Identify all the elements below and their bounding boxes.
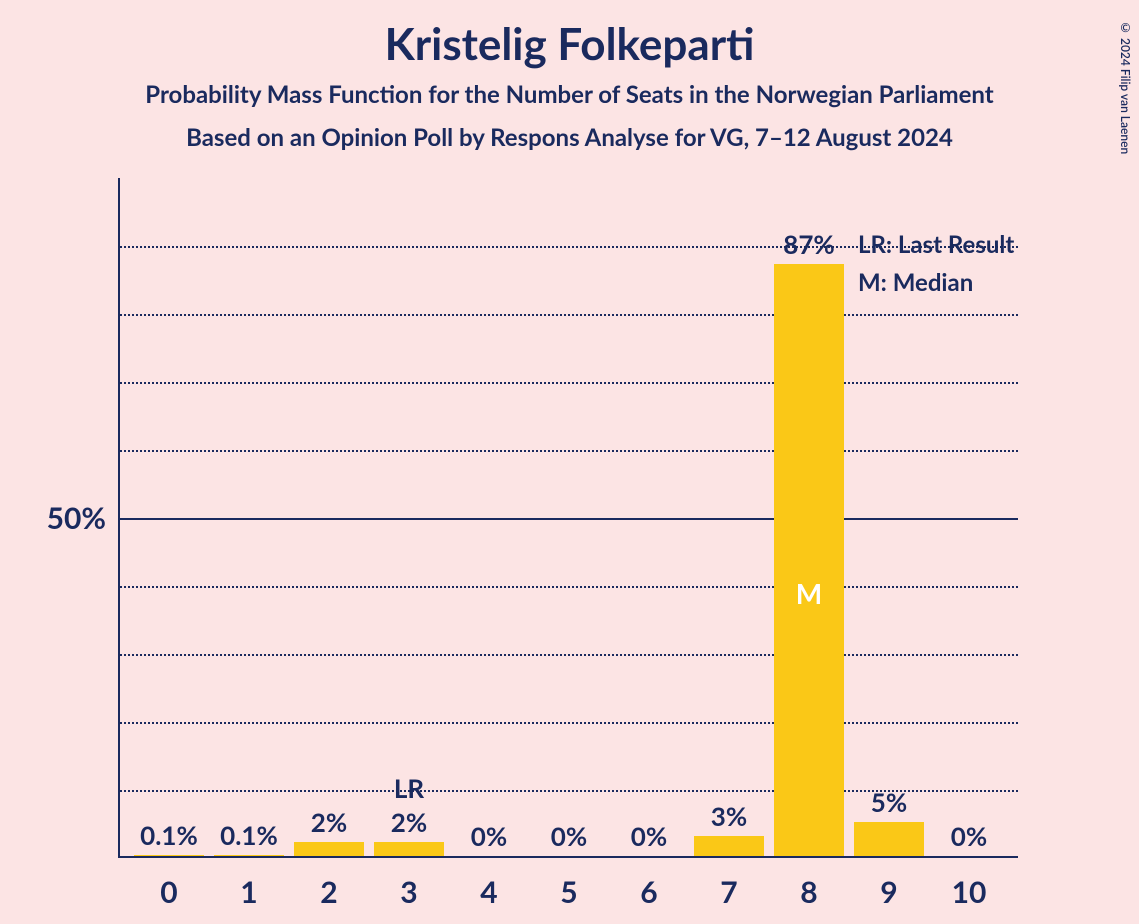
bar	[854, 822, 924, 856]
lr-annotation: LR	[394, 772, 424, 804]
x-axis-tick: 6	[640, 874, 657, 910]
legend-lr: LR: Last Result	[858, 230, 1014, 259]
median-annotation: M	[796, 576, 822, 610]
bar	[294, 842, 364, 856]
plot-area: 50%0.1%00.1%12%2LR2%30%40%50%63%787%M85%…	[118, 178, 1018, 858]
bar-value-label: 0.1%	[140, 819, 198, 851]
bar-value-label: 2%	[311, 806, 347, 838]
bar	[134, 855, 204, 856]
bar-value-label: 2%	[391, 806, 427, 838]
bar	[374, 842, 444, 856]
x-axis-tick: 10	[952, 874, 987, 910]
gridline-minor	[120, 450, 1018, 452]
x-axis-tick: 8	[800, 874, 817, 910]
x-axis-tick: 0	[160, 874, 177, 910]
gridline-minor	[120, 654, 1018, 656]
x-axis	[118, 856, 1018, 858]
x-axis-tick: 9	[880, 874, 897, 910]
x-axis-tick: 3	[400, 874, 417, 910]
gridline-minor	[120, 722, 1018, 724]
bar-value-label: 0%	[551, 820, 587, 852]
bar-value-label: 0%	[471, 820, 507, 852]
gridline-minor	[120, 382, 1018, 384]
copyright-text: © 2024 Filip van Laenen	[1118, 20, 1133, 154]
chart-subtitle-2: Based on an Opinion Poll by Respons Anal…	[0, 123, 1139, 152]
x-axis-tick: 1	[240, 874, 257, 910]
x-axis-tick: 7	[720, 874, 737, 910]
bar-value-label: 0.1%	[220, 819, 278, 851]
bar	[214, 855, 284, 856]
chart-area: 50%0.1%00.1%12%2LR2%30%40%50%63%787%M85%…	[118, 178, 1108, 858]
bar-value-label: 0%	[631, 820, 667, 852]
y-axis-label: 50%	[47, 500, 106, 536]
gridline-minor	[120, 314, 1018, 316]
chart-subtitle-1: Probability Mass Function for the Number…	[0, 80, 1139, 109]
gridline-minor	[120, 586, 1018, 588]
bar-value-label: 3%	[711, 800, 747, 832]
bar	[774, 264, 844, 856]
x-axis-tick: 5	[560, 874, 577, 910]
bar	[694, 836, 764, 856]
bar-value-label: 87%	[783, 228, 834, 260]
legend-m: M: Median	[858, 268, 973, 297]
x-axis-tick: 2	[320, 874, 337, 910]
x-axis-tick: 4	[480, 874, 497, 910]
gridline-major	[120, 518, 1018, 520]
chart-title: Kristelig Folkeparti	[0, 0, 1139, 70]
bar-value-label: 5%	[871, 786, 907, 818]
bar-value-label: 0%	[951, 820, 987, 852]
